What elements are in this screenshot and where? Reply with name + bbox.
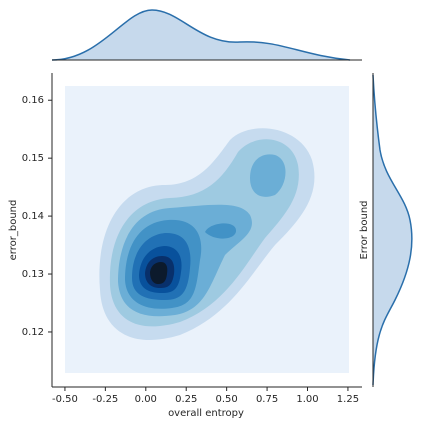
y-axis-label: error_bound	[8, 200, 19, 261]
y-tick-label: 0.12	[22, 327, 44, 338]
marginal-y-label: Error bound	[359, 200, 370, 259]
x-tick-label: 0.00	[135, 394, 157, 405]
y-tick-label: 0.15	[22, 153, 44, 164]
marginal-y-curve	[372, 74, 413, 386]
marginal-x-curve	[51, 9, 351, 61]
x-tick-label: 0.25	[175, 394, 197, 405]
x-tick-label: -0.25	[92, 394, 118, 405]
x-tick-label: 1.25	[337, 394, 359, 405]
x-tick-label: 1.00	[296, 394, 318, 405]
kde-contours	[65, 86, 349, 373]
x-tick-label: 0.50	[216, 394, 238, 405]
y-tick-label: 0.13	[22, 269, 44, 280]
x-axis-label: overall entropy	[168, 408, 244, 419]
y-tick-label: 0.14	[22, 211, 44, 222]
contour-8	[150, 262, 168, 284]
x-tick-label: 0.75	[256, 394, 278, 405]
marginal-y-fill	[373, 75, 412, 385]
x-tick-label: -0.50	[52, 394, 78, 405]
y-tick-label: 0.16	[22, 95, 44, 106]
contour-3b	[250, 154, 286, 197]
contour-4b	[205, 223, 237, 239]
